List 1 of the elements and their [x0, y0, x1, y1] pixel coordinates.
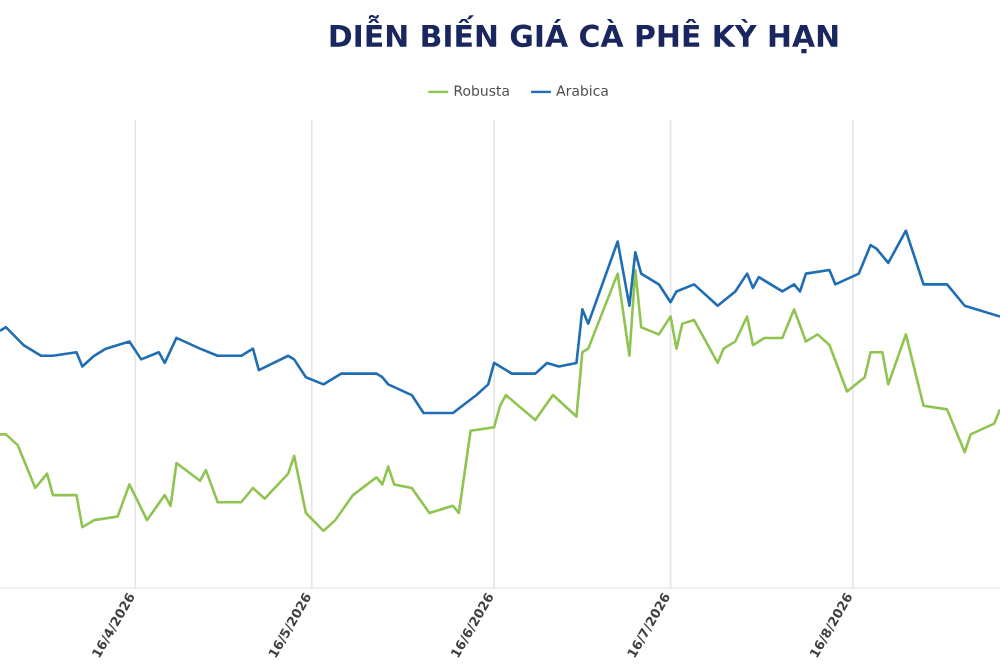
chart-title: DIỄN BIẾN GIÁ CÀ PHÊ KỲ HẠN: [330, 14, 838, 54]
